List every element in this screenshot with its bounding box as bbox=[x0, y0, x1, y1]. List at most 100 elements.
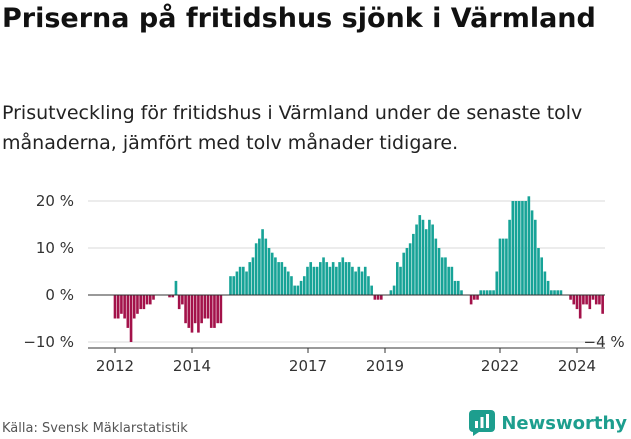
bar bbox=[553, 290, 556, 295]
bar bbox=[174, 280, 178, 295]
bar bbox=[299, 280, 303, 295]
bar bbox=[527, 196, 531, 295]
x-tick-label: 2022 bbox=[481, 357, 519, 375]
last-value-annotation: −4 % bbox=[584, 333, 625, 351]
bar bbox=[396, 262, 399, 295]
bar bbox=[152, 295, 155, 300]
bar bbox=[473, 295, 476, 300]
bar bbox=[517, 201, 521, 295]
bar bbox=[367, 276, 370, 295]
brand-logo: Newsworthy bbox=[469, 410, 627, 436]
bar bbox=[405, 248, 409, 295]
bar bbox=[447, 266, 450, 295]
bar bbox=[379, 295, 383, 300]
bar bbox=[328, 266, 332, 295]
bar bbox=[219, 295, 223, 324]
bar bbox=[511, 201, 515, 295]
bar bbox=[242, 266, 245, 295]
bar bbox=[415, 224, 418, 295]
bar bbox=[540, 257, 544, 295]
bar bbox=[578, 295, 582, 319]
bar bbox=[325, 262, 329, 295]
bar bbox=[338, 262, 341, 295]
bar bbox=[594, 295, 598, 305]
bar bbox=[123, 295, 126, 319]
bar bbox=[437, 248, 441, 295]
bar bbox=[431, 224, 434, 295]
bar bbox=[142, 295, 146, 310]
bar bbox=[508, 219, 511, 295]
source-note: Källa: Svensk Mäklarstatistik bbox=[2, 421, 188, 436]
bar bbox=[591, 295, 595, 300]
bar bbox=[213, 295, 216, 328]
bar bbox=[264, 238, 268, 295]
chart-subtitle: Prisutveckling för fritidshus i Värmland… bbox=[2, 102, 583, 154]
bar bbox=[283, 266, 287, 295]
bar bbox=[235, 271, 239, 295]
bar bbox=[197, 295, 200, 333]
bar bbox=[556, 290, 560, 295]
bar bbox=[280, 262, 284, 295]
bar bbox=[286, 271, 290, 295]
y-tick-label: 10 % bbox=[36, 239, 74, 257]
bar bbox=[546, 280, 550, 295]
bar bbox=[588, 295, 592, 310]
x-tick-label: 2017 bbox=[289, 357, 327, 375]
bar bbox=[331, 262, 335, 295]
bar bbox=[148, 295, 152, 305]
bar bbox=[444, 257, 447, 295]
bar bbox=[456, 280, 460, 295]
bar bbox=[312, 266, 316, 295]
bar bbox=[559, 290, 563, 295]
bar bbox=[245, 271, 248, 295]
bar bbox=[120, 295, 123, 314]
chart-title: Priserna på fritidshus sjönk i Värmland bbox=[2, 3, 596, 34]
bar bbox=[290, 276, 293, 295]
bar bbox=[537, 248, 540, 295]
bar bbox=[354, 271, 357, 295]
bar bbox=[505, 238, 508, 295]
bar bbox=[533, 219, 537, 295]
bar bbox=[514, 201, 518, 295]
bar bbox=[434, 238, 438, 295]
bar bbox=[190, 295, 194, 333]
bar bbox=[428, 219, 431, 295]
bar bbox=[530, 210, 534, 295]
bar bbox=[469, 295, 473, 305]
bar bbox=[543, 271, 547, 295]
bar bbox=[453, 280, 457, 295]
bar bbox=[485, 290, 489, 295]
x-tick-label: 2024 bbox=[558, 357, 596, 375]
bar bbox=[277, 262, 280, 295]
bar bbox=[270, 252, 274, 295]
bar bbox=[254, 243, 258, 295]
x-tick-label: 2012 bbox=[96, 357, 134, 375]
bar bbox=[126, 295, 130, 328]
bar bbox=[360, 271, 364, 295]
bar bbox=[184, 295, 187, 324]
bar bbox=[267, 248, 271, 295]
bar bbox=[132, 295, 136, 319]
bar bbox=[582, 295, 585, 305]
bar bbox=[203, 295, 207, 319]
bar bbox=[177, 295, 181, 310]
bar bbox=[572, 295, 576, 305]
bar bbox=[168, 295, 171, 298]
bar bbox=[408, 243, 412, 295]
x-tick-label: 2014 bbox=[173, 357, 211, 375]
bar bbox=[524, 201, 527, 295]
x-axis-ticks: 2012 2014 2017 2019 2022 2024 bbox=[96, 348, 596, 375]
bar bbox=[315, 266, 319, 295]
bar bbox=[363, 266, 367, 295]
bar bbox=[347, 262, 351, 295]
brand-name: Newsworthy bbox=[501, 412, 627, 434]
bar bbox=[200, 295, 203, 324]
bar bbox=[136, 295, 139, 314]
bar bbox=[357, 266, 361, 295]
bar bbox=[440, 257, 444, 295]
bar bbox=[181, 295, 184, 305]
bar bbox=[450, 266, 454, 295]
bar bbox=[476, 295, 479, 300]
bar bbox=[376, 295, 380, 300]
bar bbox=[293, 285, 296, 295]
